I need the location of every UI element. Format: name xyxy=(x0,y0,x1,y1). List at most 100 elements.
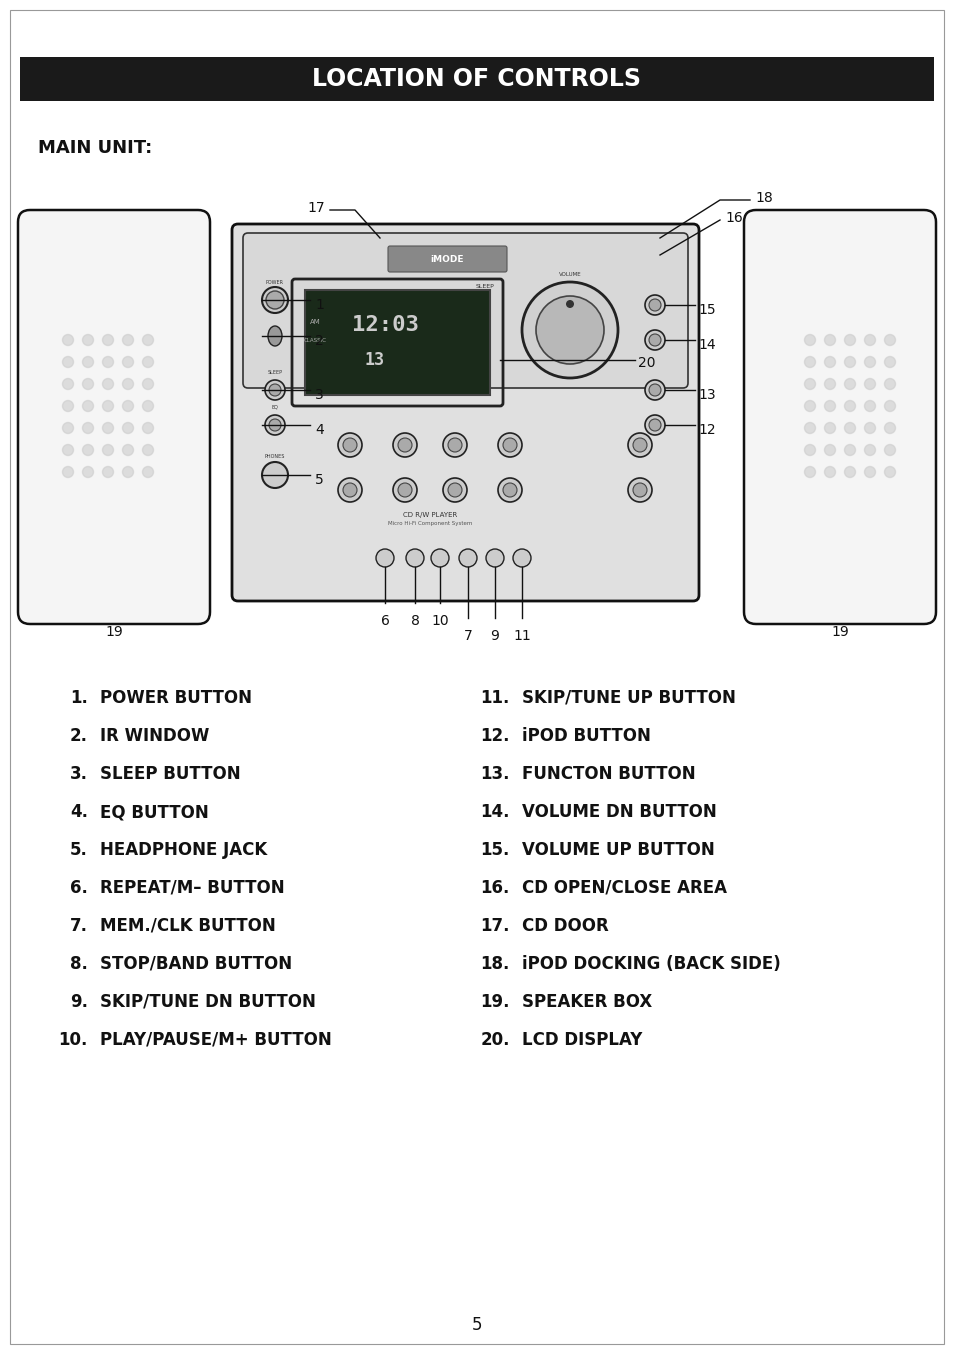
Circle shape xyxy=(142,444,153,455)
Circle shape xyxy=(265,414,285,435)
Circle shape xyxy=(269,418,281,431)
Circle shape xyxy=(122,422,133,433)
Text: PHONES: PHONES xyxy=(265,455,285,459)
Circle shape xyxy=(803,401,815,412)
FancyBboxPatch shape xyxy=(388,246,506,272)
Bar xyxy=(305,290,490,395)
Circle shape xyxy=(102,379,113,390)
Text: SPEAKER BOX: SPEAKER BOX xyxy=(521,992,652,1011)
Circle shape xyxy=(262,287,288,313)
Circle shape xyxy=(485,548,503,567)
Circle shape xyxy=(633,483,646,497)
Circle shape xyxy=(648,418,660,431)
Circle shape xyxy=(521,282,618,378)
Text: IR WINDOW: IR WINDOW xyxy=(100,727,209,745)
Text: 3.: 3. xyxy=(70,765,88,783)
Circle shape xyxy=(863,379,875,390)
FancyBboxPatch shape xyxy=(243,233,687,389)
Circle shape xyxy=(102,467,113,478)
Circle shape xyxy=(82,467,93,478)
Text: 7.: 7. xyxy=(70,917,88,936)
Circle shape xyxy=(644,330,664,349)
Circle shape xyxy=(863,422,875,433)
Circle shape xyxy=(393,433,416,458)
Circle shape xyxy=(63,356,73,367)
Circle shape xyxy=(393,478,416,502)
Circle shape xyxy=(513,548,531,567)
Circle shape xyxy=(375,548,394,567)
Circle shape xyxy=(883,422,895,433)
Circle shape xyxy=(843,422,855,433)
Circle shape xyxy=(343,483,356,497)
Text: iPOD BUTTON: iPOD BUTTON xyxy=(521,727,650,745)
Circle shape xyxy=(337,433,361,458)
Circle shape xyxy=(502,437,517,452)
Text: 18.: 18. xyxy=(480,955,510,974)
Text: 20.: 20. xyxy=(480,1030,510,1049)
Circle shape xyxy=(431,548,449,567)
Circle shape xyxy=(648,299,660,311)
Circle shape xyxy=(269,385,281,395)
Text: AM: AM xyxy=(310,320,320,325)
Circle shape xyxy=(142,356,153,367)
Circle shape xyxy=(823,401,835,412)
Circle shape xyxy=(502,483,517,497)
Text: 9: 9 xyxy=(490,630,499,643)
Text: VOLUME: VOLUME xyxy=(558,272,580,278)
Circle shape xyxy=(262,462,288,487)
Text: 19: 19 xyxy=(105,626,123,639)
Text: EQ: EQ xyxy=(272,405,278,409)
Text: 13: 13 xyxy=(698,389,715,402)
Circle shape xyxy=(633,437,646,452)
Circle shape xyxy=(843,467,855,478)
Circle shape xyxy=(458,548,476,567)
Circle shape xyxy=(803,422,815,433)
Text: 15.: 15. xyxy=(480,841,510,858)
Circle shape xyxy=(883,356,895,367)
Text: CD R/W PLAYER: CD R/W PLAYER xyxy=(402,512,456,519)
Circle shape xyxy=(337,478,361,502)
Circle shape xyxy=(883,444,895,455)
Circle shape xyxy=(122,379,133,390)
Text: POWER: POWER xyxy=(266,279,284,284)
Circle shape xyxy=(142,467,153,478)
Text: 1: 1 xyxy=(314,298,323,311)
Circle shape xyxy=(565,301,574,307)
Text: EQ BUTTON: EQ BUTTON xyxy=(100,803,209,821)
Text: HEADPHONE JACK: HEADPHONE JACK xyxy=(100,841,267,858)
Circle shape xyxy=(442,478,467,502)
Text: 4.: 4. xyxy=(70,803,88,821)
Circle shape xyxy=(803,379,815,390)
Text: 19.: 19. xyxy=(480,992,510,1011)
Text: 9.: 9. xyxy=(70,992,88,1011)
Circle shape xyxy=(644,380,664,399)
Circle shape xyxy=(63,422,73,433)
FancyBboxPatch shape xyxy=(232,223,699,601)
FancyBboxPatch shape xyxy=(18,210,210,624)
Text: 2: 2 xyxy=(314,334,323,348)
Text: CD DOOR: CD DOOR xyxy=(521,917,608,936)
Text: 2.: 2. xyxy=(70,727,88,745)
Circle shape xyxy=(627,478,651,502)
FancyBboxPatch shape xyxy=(743,210,935,624)
Circle shape xyxy=(343,437,356,452)
Text: 17: 17 xyxy=(307,200,325,215)
Circle shape xyxy=(63,401,73,412)
Circle shape xyxy=(823,422,835,433)
Circle shape xyxy=(448,437,461,452)
Circle shape xyxy=(803,467,815,478)
Circle shape xyxy=(142,401,153,412)
Circle shape xyxy=(406,548,423,567)
Bar xyxy=(20,57,933,102)
Text: 4: 4 xyxy=(314,422,323,437)
Text: FUNCTON BUTTON: FUNCTON BUTTON xyxy=(521,765,695,783)
Text: SLEEP: SLEEP xyxy=(267,370,282,375)
Circle shape xyxy=(142,334,153,345)
Text: 7: 7 xyxy=(463,630,472,643)
Text: 15: 15 xyxy=(698,303,715,317)
Circle shape xyxy=(142,379,153,390)
Text: SKIP/TUNE DN BUTTON: SKIP/TUNE DN BUTTON xyxy=(100,992,315,1011)
Text: 10: 10 xyxy=(431,613,448,628)
Circle shape xyxy=(863,467,875,478)
Circle shape xyxy=(102,356,113,367)
